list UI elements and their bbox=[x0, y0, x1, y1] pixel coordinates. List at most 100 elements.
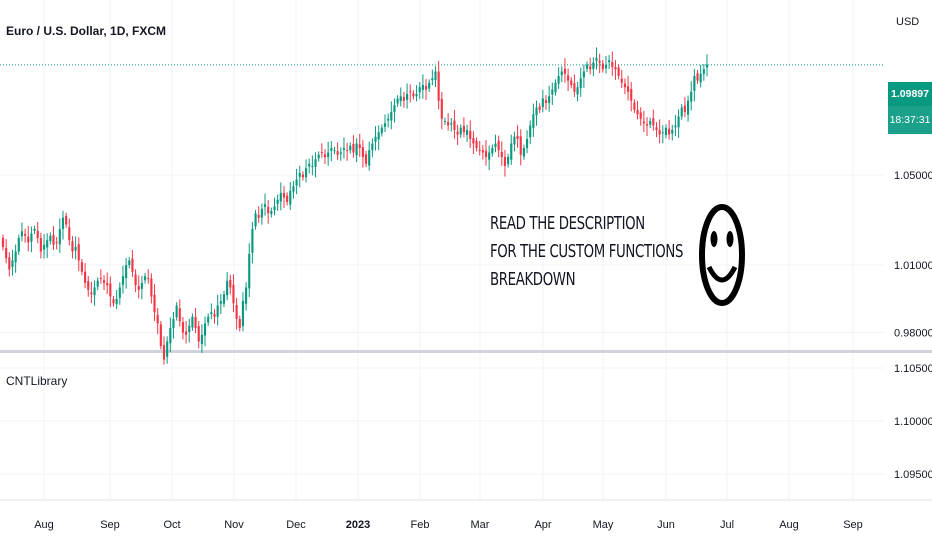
candle-body bbox=[263, 204, 267, 207]
candle-body bbox=[1, 238, 5, 247]
candle-body bbox=[320, 152, 323, 154]
candle-body bbox=[270, 211, 273, 215]
candle-body bbox=[415, 94, 418, 97]
candle-body bbox=[207, 316, 210, 323]
candle-body bbox=[484, 150, 488, 157]
candle-body bbox=[346, 149, 349, 151]
candle-body bbox=[175, 305, 178, 318]
candle-body bbox=[210, 312, 213, 315]
candle-body bbox=[507, 157, 510, 165]
candle-body bbox=[655, 127, 658, 130]
candle-body bbox=[349, 145, 352, 151]
candle-body bbox=[598, 60, 601, 63]
candle-body bbox=[241, 301, 245, 327]
candle-body bbox=[298, 172, 301, 177]
candle-body bbox=[418, 87, 421, 93]
candle-body bbox=[181, 322, 185, 333]
candle-body bbox=[652, 118, 655, 126]
candle-body bbox=[327, 152, 330, 157]
candle-body bbox=[364, 154, 368, 164]
candle-body bbox=[424, 85, 428, 90]
candle-body bbox=[585, 64, 589, 69]
candle-body bbox=[465, 130, 469, 135]
candle-body bbox=[203, 323, 207, 336]
candle-body bbox=[674, 125, 677, 128]
candle-body bbox=[462, 125, 465, 133]
candle-body bbox=[162, 345, 166, 360]
candle-body bbox=[330, 148, 333, 151]
candle-body bbox=[238, 319, 241, 328]
candle-body bbox=[525, 139, 529, 148]
candle-body bbox=[671, 130, 674, 134]
candle-body bbox=[200, 334, 203, 345]
candle-body bbox=[147, 278, 150, 280]
candle-body bbox=[374, 136, 377, 142]
candle-body bbox=[481, 150, 484, 153]
candle-body bbox=[693, 76, 696, 91]
candle-body bbox=[604, 64, 608, 69]
candle-body bbox=[301, 174, 304, 178]
pane-separator bbox=[0, 350, 932, 353]
candle-body bbox=[371, 143, 374, 151]
candle-body bbox=[254, 213, 257, 227]
candle-body bbox=[589, 66, 592, 70]
symbol-title[interactable]: Euro / U.S. Dollar, 1D, FXCM bbox=[6, 24, 167, 38]
candle-body bbox=[614, 67, 617, 70]
indicator-title[interactable]: CNTLibrary bbox=[6, 374, 68, 388]
candle-body bbox=[314, 159, 317, 167]
candle-body bbox=[42, 244, 46, 250]
candle-body bbox=[219, 301, 222, 304]
candle-body bbox=[488, 152, 491, 160]
candle-body bbox=[49, 235, 52, 242]
candle-body bbox=[627, 86, 630, 92]
price-axis-label: 0.98000 bbox=[894, 328, 932, 340]
candle-body bbox=[137, 286, 140, 290]
description-annotation: READ THE DESCRIPTION FOR THE CUSTOM FUNC… bbox=[490, 210, 683, 294]
annotation-line: READ THE DESCRIPTION bbox=[490, 213, 645, 234]
time-axis-label: Sep bbox=[100, 519, 120, 531]
candle-body bbox=[317, 154, 320, 159]
candle-body bbox=[617, 67, 620, 76]
candle-body bbox=[71, 241, 74, 252]
candle-body bbox=[68, 227, 71, 241]
indicator-axis-label: 1.10000 bbox=[894, 416, 932, 428]
candle-body bbox=[380, 127, 383, 134]
candle-body bbox=[393, 105, 396, 112]
candle-body bbox=[390, 112, 393, 121]
candle-body bbox=[582, 71, 585, 78]
price-axis-label: 1.01000 bbox=[894, 260, 932, 272]
candle-body bbox=[131, 258, 134, 272]
candle-body bbox=[339, 152, 342, 154]
candle-body bbox=[77, 244, 80, 261]
candle-body bbox=[99, 278, 102, 280]
candle-body bbox=[677, 116, 680, 128]
candle-body bbox=[503, 157, 507, 166]
candle-body bbox=[661, 132, 664, 134]
candle-body bbox=[563, 68, 567, 74]
bar-countdown-tag: 18:37:31 bbox=[888, 106, 932, 134]
candle-body bbox=[355, 143, 358, 156]
candle-body bbox=[93, 287, 96, 296]
candle-body bbox=[421, 85, 424, 90]
candle-body bbox=[17, 238, 20, 252]
candle-body bbox=[14, 251, 17, 263]
candle-body bbox=[406, 94, 409, 100]
candle-body bbox=[664, 127, 668, 135]
candle-body bbox=[143, 276, 147, 281]
time-axis-label: Feb bbox=[411, 519, 430, 531]
candle-body bbox=[188, 325, 191, 333]
candle-body bbox=[248, 253, 251, 289]
candle-body bbox=[226, 280, 229, 296]
candle-body bbox=[497, 140, 500, 151]
candle-body bbox=[74, 247, 77, 251]
candle-body bbox=[8, 257, 11, 270]
candle-body bbox=[510, 143, 513, 160]
candle-body bbox=[399, 96, 402, 102]
candle-body bbox=[478, 149, 481, 151]
candle-body bbox=[257, 215, 260, 218]
candle-body bbox=[522, 148, 525, 157]
candle-body bbox=[592, 62, 595, 70]
candle-body bbox=[557, 76, 560, 84]
candle-body bbox=[683, 105, 686, 112]
